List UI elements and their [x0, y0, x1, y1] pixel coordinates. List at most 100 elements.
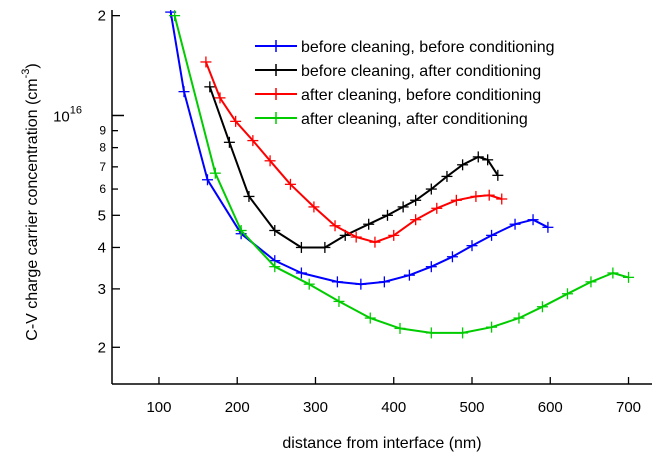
- data-point: [410, 214, 422, 226]
- data-point: [264, 155, 276, 167]
- data-point: [607, 267, 619, 279]
- data-point: [492, 169, 504, 181]
- data-point: [561, 288, 573, 300]
- y-tick-label: 9: [99, 124, 106, 138]
- data-point: [446, 251, 458, 263]
- data-point: [295, 267, 307, 279]
- data-point: [350, 231, 362, 243]
- data-point: [410, 194, 422, 206]
- data-point: [295, 241, 307, 253]
- y-tick-label: 8: [99, 141, 106, 155]
- y-axis-title-main: C-V charge carrier concentration (cm: [24, 78, 41, 340]
- data-point: [509, 218, 521, 230]
- data-point: [378, 276, 390, 288]
- data-point: [527, 214, 539, 226]
- data-point: [243, 190, 255, 202]
- data-point: [235, 224, 247, 236]
- data-point: [169, 10, 181, 22]
- data-point: [319, 241, 331, 253]
- legend-item: before cleaning, before conditioning: [255, 39, 555, 56]
- data-point: [269, 261, 281, 273]
- data-point: [178, 86, 190, 98]
- data-point: [201, 174, 213, 186]
- data-point: [230, 115, 242, 127]
- data-point: [482, 154, 494, 166]
- legend-item: before cleaning, after conditioning: [255, 63, 541, 80]
- y-tick-label: 7: [99, 160, 106, 174]
- series-3: [200, 56, 508, 248]
- y-axis-title-close: ): [24, 63, 41, 68]
- y-decade-base: 10: [53, 108, 70, 125]
- data-point: [470, 190, 482, 202]
- data-point: [331, 276, 343, 288]
- y-tick-label: 4: [98, 239, 106, 256]
- data-point: [431, 202, 443, 214]
- x-tick-label: 700: [616, 399, 641, 416]
- data-point: [247, 135, 259, 147]
- data-point: [486, 229, 498, 241]
- data-point: [441, 170, 453, 182]
- data-point: [403, 269, 415, 281]
- legend-label: after cleaning, after conditioning: [301, 111, 528, 128]
- x-tick-label: 400: [381, 399, 406, 416]
- series-4: [169, 10, 635, 339]
- legend-label: before cleaning, before conditioning: [301, 39, 555, 56]
- data-point: [364, 312, 376, 324]
- data-point: [425, 327, 437, 339]
- data-point: [214, 92, 226, 104]
- x-tick-label: 300: [303, 399, 328, 416]
- legend-item: after cleaning, before conditioning: [255, 87, 541, 104]
- x-tick-label: 500: [459, 399, 484, 416]
- data-point: [425, 183, 437, 195]
- data-point: [308, 201, 320, 213]
- y-tick-label: 2: [98, 8, 106, 25]
- x-tick-label: 200: [225, 399, 250, 416]
- data-point: [425, 261, 437, 273]
- x-axis-title: distance from interface (nm): [282, 435, 481, 452]
- data-point: [355, 278, 367, 290]
- data-point: [209, 167, 221, 179]
- legend-label: after cleaning, before conditioning: [301, 87, 541, 104]
- data-point: [381, 209, 393, 221]
- y-tick-label: 3: [98, 281, 106, 298]
- x-tick-label: 100: [146, 399, 171, 416]
- data-point: [200, 56, 212, 68]
- y-axis-title-superscript: -3: [20, 69, 32, 79]
- data-point: [204, 81, 216, 93]
- axes: 100 200 300 400 500 600 700 2 3 4 5 6 7 8 9 2 1016: [53, 8, 652, 416]
- data-point: [483, 189, 495, 201]
- y-decade-label: 1016: [53, 104, 82, 125]
- series-2: [204, 81, 504, 253]
- data-point: [363, 218, 375, 230]
- y-tick-label: 6: [99, 182, 106, 196]
- data-point: [623, 271, 635, 283]
- data-point: [585, 276, 597, 288]
- legend: before cleaning, before conditioning befo…: [255, 39, 555, 128]
- legend-item: after cleaning, after conditioning: [255, 111, 528, 128]
- data-point: [397, 201, 409, 213]
- y-tick-label: 5: [98, 207, 106, 224]
- data-point: [466, 240, 478, 252]
- x-tick-label: 600: [538, 399, 563, 416]
- data-point: [329, 220, 341, 232]
- data-point: [496, 193, 508, 205]
- data-point: [303, 278, 315, 290]
- legend-label: before cleaning, after conditioning: [301, 63, 541, 80]
- data-point: [486, 321, 498, 333]
- data-point: [369, 236, 381, 248]
- data-point: [542, 221, 554, 233]
- data-point: [472, 151, 484, 163]
- data-point: [536, 301, 548, 313]
- y-tick-label: 2: [98, 339, 106, 356]
- data-point: [394, 322, 406, 334]
- data-point: [269, 224, 281, 236]
- data-point: [333, 295, 345, 307]
- data-point: [223, 136, 235, 148]
- data-point: [284, 178, 296, 190]
- data-point: [450, 194, 462, 206]
- series-layer: [165, 10, 635, 339]
- data-point: [457, 159, 469, 171]
- data-point: [513, 312, 525, 324]
- data-point: [457, 327, 469, 339]
